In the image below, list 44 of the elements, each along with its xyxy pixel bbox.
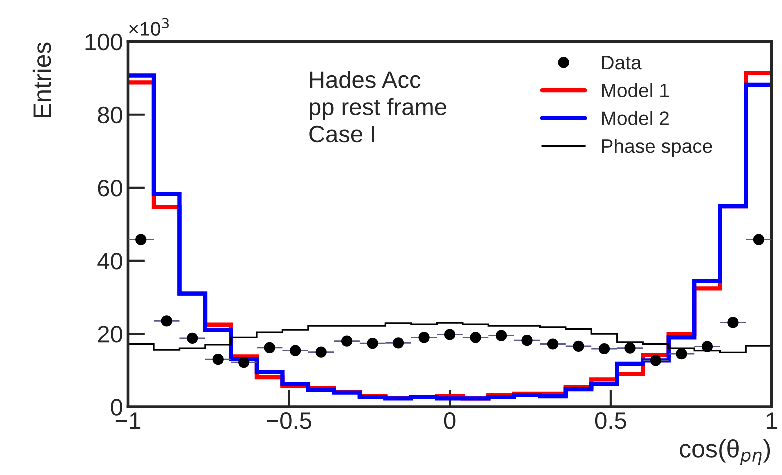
annotation: Case I xyxy=(310,126,375,143)
point xyxy=(522,335,533,346)
point xyxy=(496,330,508,342)
point xyxy=(753,234,765,246)
point xyxy=(187,332,198,344)
x-axis-title: cos(θ$_{pη}$) xyxy=(680,440,770,466)
legend-label: Phase space xyxy=(602,138,712,158)
point xyxy=(470,332,482,344)
y-tick-label: 100 xyxy=(86,34,122,51)
point xyxy=(728,317,739,328)
point xyxy=(418,332,430,344)
legend-label: Data xyxy=(602,56,642,70)
annotation: pp rest frame xyxy=(310,98,446,120)
y-tick-label: 20 xyxy=(98,326,122,343)
legend-label: Model 1 xyxy=(602,83,669,98)
y-axis-title: Entries xyxy=(32,42,52,118)
point xyxy=(342,336,353,347)
point xyxy=(316,346,327,358)
annotation: Hades Acc xyxy=(310,71,421,88)
y-tick-label: 80 xyxy=(98,106,122,124)
point xyxy=(264,342,276,354)
text: ×10$^{3}$ xyxy=(130,18,169,36)
y-tick-label: 40 xyxy=(98,253,122,270)
point xyxy=(676,348,688,360)
x-tick-label: 0 xyxy=(444,412,456,430)
legend-label: Model 2 xyxy=(602,111,669,126)
point xyxy=(161,316,172,327)
x-tick-label: −0.5 xyxy=(267,412,312,430)
point xyxy=(238,356,250,368)
point xyxy=(598,343,610,355)
point xyxy=(650,355,662,366)
point xyxy=(444,329,456,340)
x-tick-label: 1 xyxy=(767,412,778,430)
point xyxy=(624,342,636,354)
point xyxy=(290,345,302,356)
point xyxy=(393,338,404,349)
point xyxy=(573,340,584,352)
y-tick-label: 60 xyxy=(98,180,122,197)
point xyxy=(547,338,559,350)
point xyxy=(702,341,714,352)
point xyxy=(136,234,147,246)
x-tick-label: 0.5 xyxy=(595,412,626,430)
point xyxy=(212,354,224,366)
point xyxy=(367,338,378,350)
